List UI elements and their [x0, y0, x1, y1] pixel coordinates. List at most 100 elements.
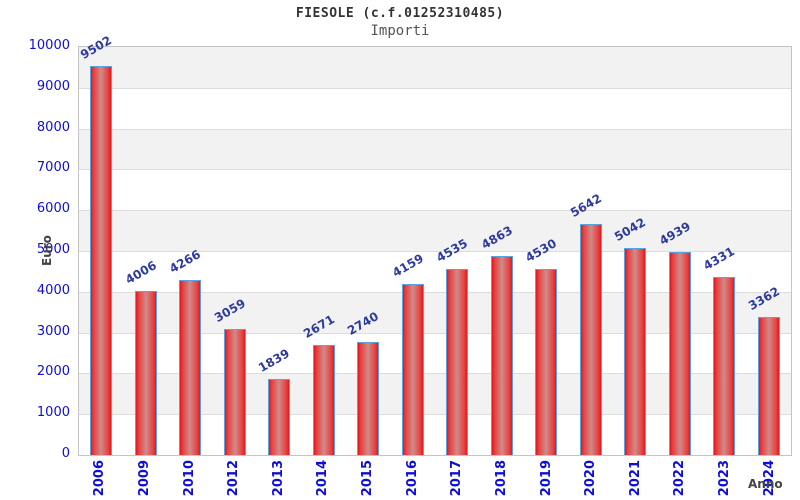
- bar-cell: 4266: [167, 47, 213, 455]
- x-tick-cell: 2022: [658, 460, 703, 500]
- y-axis-tick: 4000: [36, 282, 70, 298]
- x-tick-cell: 2019: [524, 460, 569, 500]
- bar-cell: 4331: [701, 47, 747, 455]
- x-axis-tick: 2017: [449, 460, 465, 497]
- bar: [579, 224, 602, 455]
- bar: [312, 345, 335, 455]
- background-band: [79, 128, 791, 170]
- x-axis-tick: 2009: [136, 460, 152, 497]
- bar: [268, 379, 291, 455]
- x-axis-tick: 2023: [717, 460, 733, 497]
- plot-area: 9502 4006 4266 3059 1839 2671 2740 4159 4535 4863…: [78, 33, 792, 456]
- x-tick-cell: 2014: [301, 460, 346, 500]
- bar: [446, 269, 469, 455]
- y-axis-tick: 9000: [36, 78, 70, 94]
- x-axis-tick: 2014: [315, 460, 331, 497]
- x-axis-tick: 2006: [92, 460, 108, 497]
- background-band: [79, 210, 791, 251]
- bar-value-label: 5642: [567, 191, 604, 220]
- background-band: [79, 47, 791, 88]
- y-axis-tick: 6000: [36, 201, 70, 217]
- x-tick-cell: 2018: [480, 460, 525, 500]
- bar-value-label: 5042: [612, 215, 649, 244]
- bar: [179, 280, 202, 455]
- bar-value-label: 1839: [256, 346, 293, 375]
- x-tick-cell: 2015: [346, 460, 391, 500]
- bar: [757, 317, 780, 455]
- x-axis-tick: 2016: [404, 460, 420, 497]
- bar-value-label: 2671: [300, 312, 337, 341]
- bar-cell: 4939: [656, 47, 703, 455]
- bar-value-label: 4939: [656, 219, 693, 248]
- x-axis-tick: 2018: [493, 460, 509, 497]
- chart-title: FIESOLE (c.f.01252310485): [295, 6, 505, 21]
- bar: [401, 284, 424, 455]
- bar-value-label: 4266: [167, 247, 204, 276]
- bar-value-label: 4530: [523, 236, 560, 265]
- bar-value-label: 4863: [478, 223, 515, 252]
- x-tick-cell: 2010: [167, 460, 212, 500]
- y-axis-tick: 2000: [36, 364, 70, 380]
- bar-value-label: 2740: [345, 309, 382, 338]
- bar: [134, 291, 157, 455]
- x-axis-tick: 2012: [226, 460, 242, 497]
- bar-cell: 3059: [211, 47, 258, 455]
- x-axis-tick: 2010: [181, 460, 197, 497]
- y-axis-tick: 0: [61, 446, 70, 461]
- background-band: [79, 169, 791, 211]
- gridline: [79, 169, 791, 171]
- gridline: [79, 128, 791, 130]
- x-tick-cell: 2009: [123, 460, 168, 500]
- bar-value-label: 3362: [745, 284, 782, 313]
- gridline: [79, 291, 791, 293]
- bar-cell: 3362: [745, 47, 792, 455]
- chart-subtitle: Importi: [370, 23, 430, 39]
- x-axis-label: Anno: [748, 477, 783, 491]
- bar-cell: 4530: [523, 47, 569, 455]
- bar: [624, 248, 647, 455]
- bar-cell: 4159: [389, 47, 436, 455]
- bar-cell: 9502: [78, 33, 124, 455]
- x-tick-cell: 2016: [390, 460, 435, 500]
- x-axis-tick: 2022: [672, 460, 688, 497]
- x-axis-tick: 2021: [627, 460, 643, 497]
- gridline: [79, 87, 791, 89]
- y-axis-tick: 1000: [36, 405, 70, 421]
- bar-cell: 4535: [434, 47, 480, 455]
- bar: [713, 277, 736, 455]
- x-axis-tick: 2015: [360, 460, 376, 497]
- gridline: [79, 332, 791, 334]
- gridline: [79, 373, 791, 375]
- bar-cell: 5642: [567, 47, 614, 455]
- y-axis-tick: 5000: [36, 242, 70, 257]
- y-axis-tick: 10000: [28, 38, 70, 53]
- gridline: [79, 210, 791, 212]
- bar-cell: 4863: [478, 47, 525, 455]
- bar-value-label: 4159: [389, 251, 426, 280]
- bar: [357, 342, 380, 455]
- x-tick-cell: 2012: [212, 460, 257, 500]
- bar-cell: 2740: [345, 47, 391, 455]
- x-tick-cell: 2023: [703, 460, 748, 500]
- bar: [490, 256, 513, 455]
- x-axis-tick: 2020: [583, 460, 599, 497]
- bar: [668, 252, 691, 455]
- y-axis-tick: 3000: [36, 323, 70, 339]
- x-axis-tick: 2019: [538, 460, 554, 497]
- x-tick-cell: 2020: [569, 460, 614, 500]
- bar-cell: 2671: [300, 47, 347, 455]
- bar-value-label: 4331: [701, 244, 738, 273]
- x-tick-cell: 2013: [257, 460, 302, 500]
- bar: [535, 269, 558, 455]
- bars-container: 9502 4006 4266 3059 1839 2671 2740 4159 4535 4863…: [78, 33, 792, 455]
- background-band: [79, 87, 791, 129]
- bar-cell: 4006: [123, 47, 169, 455]
- bar: [90, 66, 113, 455]
- y-axis-label: Euro: [40, 235, 54, 267]
- x-tick-cell: 2017: [435, 460, 480, 500]
- x-axis-tick: 2013: [270, 460, 286, 497]
- x-axis-ticks: 2006 2009 2010 2012 2013 2014 2015 2016 2017 2018…: [78, 460, 792, 500]
- bar-value-label: 3059: [211, 296, 248, 325]
- bar-cell: 1839: [256, 47, 302, 455]
- bar: [223, 329, 246, 455]
